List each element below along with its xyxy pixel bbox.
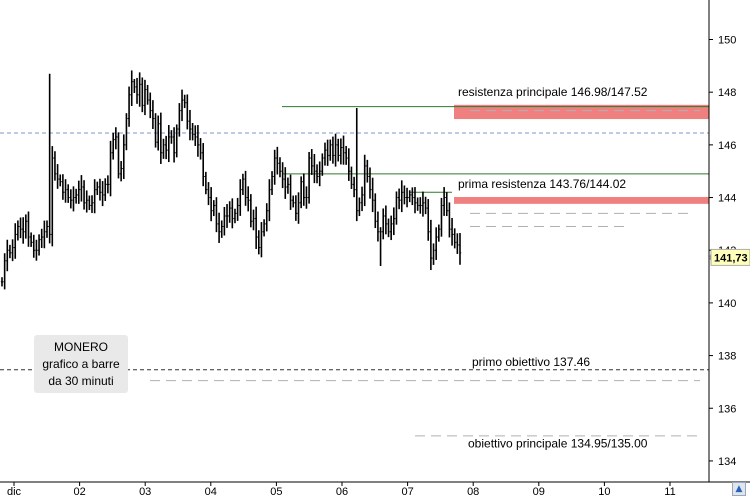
chart-type-label: grafico a barre: [42, 357, 120, 371]
arrow-up-icon: ▲: [735, 484, 743, 494]
annotation-labels: resistenza principale 146.98/147.52 prima…: [458, 85, 648, 451]
resistance-zone: [454, 197, 709, 204]
x-tick-label: 02: [73, 486, 85, 498]
x-tick-label: 08: [467, 486, 479, 498]
resistance-zones: [454, 104, 709, 204]
y-tick-label: 150: [718, 35, 736, 47]
x-tick-label: dic: [7, 486, 22, 498]
y-tick-label: 136: [718, 403, 736, 415]
x-tick-label: 06: [336, 486, 348, 498]
last-price-pointer: [709, 253, 711, 262]
x-tick-label: 09: [533, 486, 545, 498]
timeframe-label: da 30 minuti: [48, 374, 114, 388]
instrument-info-box: MONERO grafico a barre da 30 minuti: [34, 335, 128, 393]
y-tick-label: 144: [718, 193, 736, 205]
annotation-label: resistenza principale 146.98/147.52: [458, 85, 648, 99]
y-tick-label: 134: [718, 456, 736, 468]
x-tick-label: 05: [270, 486, 282, 498]
resistance-zone: [454, 104, 709, 120]
annotation-label: primo obiettivo 137.46: [472, 355, 590, 369]
x-tick-label: 03: [139, 486, 151, 498]
instrument-name: MONERO: [54, 340, 108, 354]
y-tick-label: 140: [718, 298, 736, 310]
y-tick-label: 146: [718, 140, 736, 152]
x-tick-label: 11: [664, 486, 675, 498]
x-tick-label: 10: [598, 486, 610, 498]
x-tick-label: 07: [401, 486, 413, 498]
y-tick-label: 138: [718, 351, 736, 363]
scroll-up-button[interactable]: ▲: [732, 482, 746, 496]
y-tick-label: 148: [718, 87, 736, 99]
last-price-label: 141,73: [714, 252, 748, 264]
price-bars: [0, 70, 462, 290]
reference-levels: [0, 106, 709, 437]
annotation-label: obiettivo principale 134.95/135.00: [468, 437, 648, 451]
annotation-label: prima resistenza 143.76/144.02: [458, 177, 626, 191]
x-tick-label: 04: [205, 486, 217, 498]
